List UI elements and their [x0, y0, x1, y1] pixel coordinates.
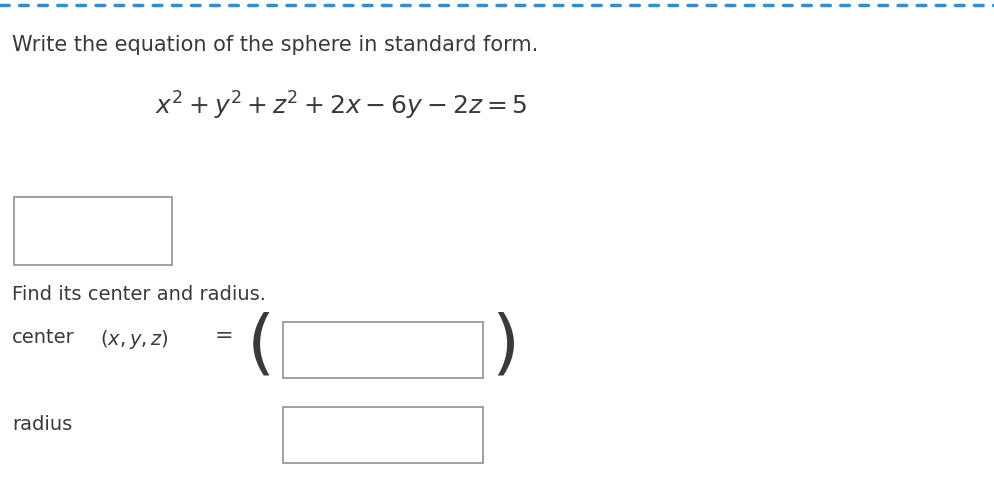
Text: $x^2 + y^2 + z^2 + 2x - 6y - 2z = 5$: $x^2 + y^2 + z^2 + 2x - 6y - 2z = 5$: [155, 90, 528, 122]
Text: =: =: [215, 326, 234, 346]
Bar: [14, 197, 172, 265]
Bar: [283, 322, 483, 378]
Text: ): ): [491, 312, 519, 380]
Text: radius: radius: [12, 415, 73, 434]
Bar: [283, 407, 483, 463]
Text: Write the equation of the sphere in standard form.: Write the equation of the sphere in stan…: [12, 35, 538, 55]
Text: (: (: [247, 312, 275, 380]
Text: $(x, y, z)$: $(x, y, z)$: [100, 328, 169, 351]
Text: Find its center and radius.: Find its center and radius.: [12, 285, 266, 304]
Text: center: center: [12, 328, 75, 347]
